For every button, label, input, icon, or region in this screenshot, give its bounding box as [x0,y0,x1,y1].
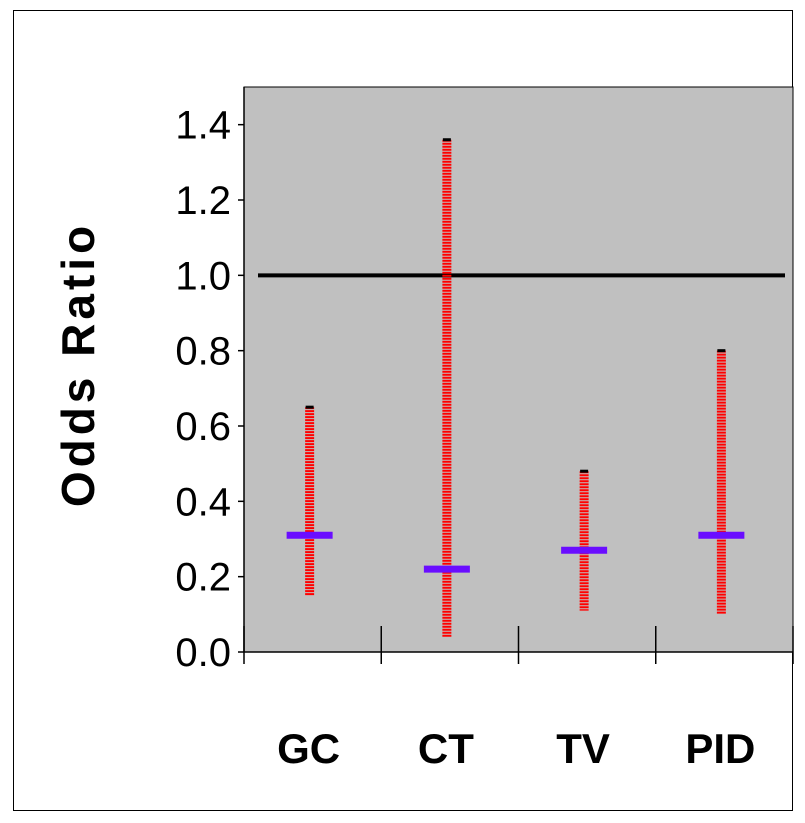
plot-area [243,86,794,653]
category-label: PID [685,725,755,772]
y-tick-label: 0.4 [175,480,231,524]
y-tick-label: 1.2 [175,179,231,223]
interval-layer [286,138,745,637]
category-label: TV [556,725,610,772]
y-tick-label: 0.8 [175,330,231,374]
y-tick-label: 1.4 [175,104,231,148]
y-axis-title: Odds Ratio [52,222,104,507]
y-tick-label: 0.6 [175,405,231,449]
category-label: CT [418,725,474,772]
y-tick-label: 0.2 [175,556,231,600]
axis-layer: 0.0 0.2 0.4 0.6 0.8 1.0 1.2 1.4 GC CT TV PID [175,87,794,772]
y-tick-label: 0.0 [175,631,231,675]
category-label: GC [277,725,340,772]
y-tick-label: 1.0 [175,254,231,298]
